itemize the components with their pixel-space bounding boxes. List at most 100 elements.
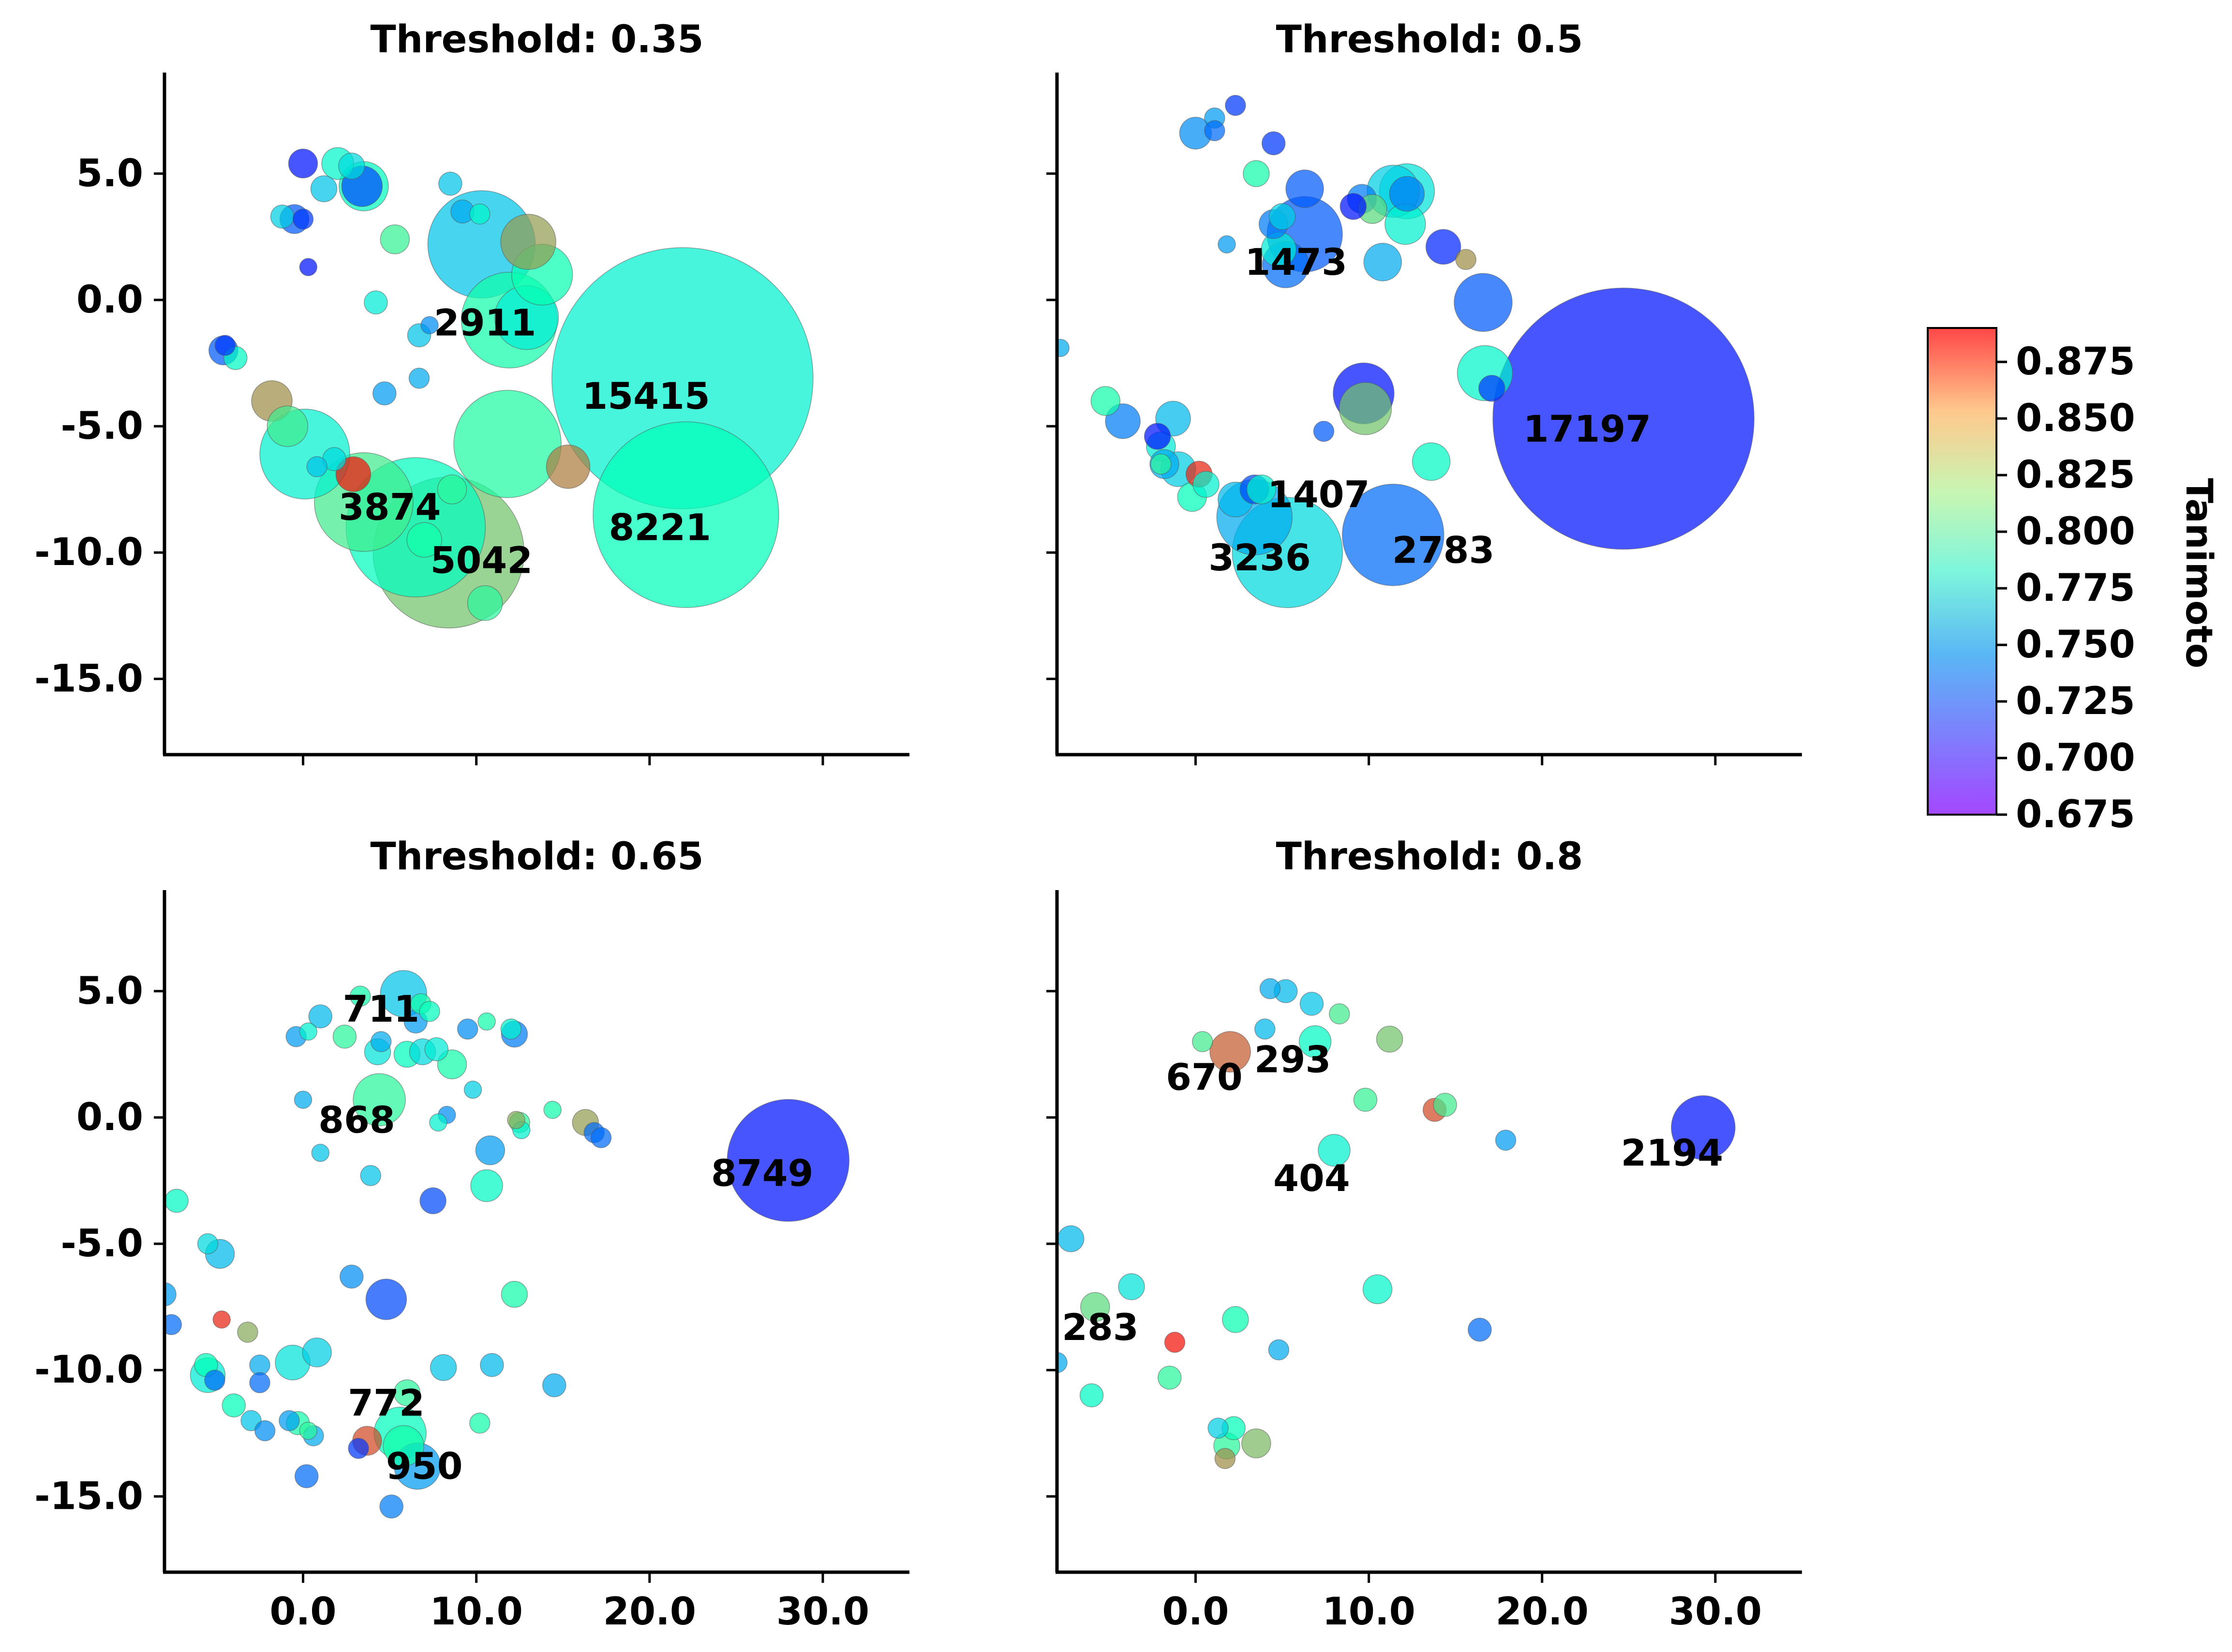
bubble [365, 1279, 407, 1320]
bubble [1389, 176, 1425, 212]
bubble [299, 1022, 318, 1041]
bubble [1342, 483, 1444, 586]
bubble [299, 1421, 318, 1440]
bubble [288, 149, 318, 179]
cluster-size-label: 2911 [434, 301, 536, 344]
bubble [467, 585, 503, 621]
bubble [360, 1165, 381, 1186]
bubble [1118, 1273, 1145, 1300]
bubble [1376, 1026, 1403, 1053]
bubble [1285, 169, 1324, 208]
bubble [543, 1101, 562, 1119]
bubble [1353, 1087, 1378, 1112]
bubble [370, 1031, 392, 1053]
bubble [348, 1438, 369, 1459]
y-ticks [1046, 172, 1057, 680]
bubble [311, 1144, 330, 1162]
bubble-layer [1057, 95, 1755, 608]
bubble [438, 172, 462, 196]
bubble [1492, 287, 1755, 550]
cluster-size-label: 772 [348, 1382, 425, 1425]
x-ticks [1194, 755, 1717, 765]
bubble [1164, 1332, 1186, 1353]
bubble [420, 316, 439, 334]
bubble [1144, 423, 1171, 450]
cluster-size-label: 283 [1062, 1306, 1139, 1349]
bubble [477, 1012, 496, 1031]
bubble-layer [208, 147, 814, 628]
bubble [408, 368, 430, 389]
cluster-size-label: 15415 [582, 374, 710, 417]
y-tick-label: -10.0 [34, 531, 143, 574]
bubble [338, 152, 365, 179]
bubble [299, 258, 318, 276]
bubble-layer [164, 970, 850, 1518]
bubble [1363, 242, 1402, 282]
x-tick-label: 20.0 [1496, 1590, 1589, 1634]
colorbar-tick-label: 0.875 [2016, 340, 2135, 384]
bubble [214, 335, 236, 356]
cluster-size-label: 2194 [1621, 1131, 1724, 1175]
bubble [463, 1080, 482, 1099]
y-ticks: 5.0 0.0 -5.0 -10.0 -15.0 [34, 152, 164, 700]
colorbar-label: Tanimoto [2178, 478, 2221, 668]
y-tick-label: -5.0 [60, 1222, 143, 1265]
bubble [1318, 1134, 1351, 1167]
y-tick-label: -5.0 [60, 404, 143, 448]
bubble [1478, 375, 1505, 402]
bubble [294, 1464, 319, 1488]
bubble [1362, 1274, 1393, 1304]
bubble [501, 1280, 528, 1308]
bubble [1207, 1417, 1229, 1439]
y-tick-label: 0.0 [76, 1096, 143, 1139]
colorbar: 0.875 0.850 0.825 0.800 0.775 0.750 0.725 0.700… [1927, 327, 2221, 836]
bubble [1339, 382, 1392, 435]
bubble [727, 1099, 850, 1222]
bubble [393, 1379, 421, 1406]
bubble [1468, 1317, 1492, 1342]
cluster-size-label: 950 [386, 1444, 463, 1488]
bubble [164, 1314, 182, 1335]
bubble [500, 214, 556, 270]
bubble [310, 175, 338, 202]
colorbar-tick-label: 0.675 [2016, 793, 2135, 836]
bubble [1214, 1448, 1236, 1469]
cluster-size-label: 293 [1254, 1038, 1331, 1081]
bubble [453, 389, 562, 498]
bubble [1261, 131, 1286, 155]
bubble [1080, 1292, 1110, 1322]
bubble [254, 1420, 276, 1442]
bubble [306, 456, 327, 477]
cluster-size-label: 404 [1273, 1157, 1350, 1200]
bubble [204, 1369, 225, 1391]
y-tick-label: 5.0 [76, 969, 143, 1013]
colorbar-tick-label: 0.700 [2016, 736, 2135, 780]
bubble [1268, 203, 1296, 230]
colorbar-tick-label: 0.775 [2016, 566, 2135, 610]
bubble [593, 421, 779, 608]
y-ticks: 5.0 0.0 -5.0 -10.0 -15.0 [34, 969, 164, 1518]
colorbar-tick-label: 0.750 [2016, 623, 2135, 667]
bubble-layer [1057, 978, 1736, 1469]
colorbar-tick-label: 0.850 [2016, 397, 2135, 440]
bubble [1243, 160, 1270, 187]
bubble [1218, 235, 1236, 253]
cluster-size-label: 5042 [431, 538, 533, 581]
bubble [1057, 1352, 1068, 1373]
bubble [270, 204, 295, 229]
bubble [1192, 1031, 1213, 1053]
cluster-size-label: 2783 [1392, 529, 1495, 572]
bubble [542, 1373, 566, 1398]
bubble [164, 1189, 189, 1213]
x-tick-label: 30.0 [1669, 1590, 1762, 1634]
cluster-size-label: 670 [1166, 1056, 1243, 1099]
bubble [1268, 1339, 1290, 1361]
x-ticks [302, 755, 824, 765]
cluster-size-label: 8221 [609, 506, 712, 549]
bubble [1057, 1225, 1085, 1252]
bubble [1671, 1095, 1736, 1160]
bubble [469, 1413, 491, 1434]
subplot-threshold-0.35: Threshold: 0.35 2911 15415 3874 5042 8221 5.… [34, 18, 909, 765]
bubble-label-layer: 670 293 404 2194 283 [1062, 1038, 1723, 1349]
bubble-label-layer: 2911 15415 3874 5042 8221 [339, 301, 711, 582]
